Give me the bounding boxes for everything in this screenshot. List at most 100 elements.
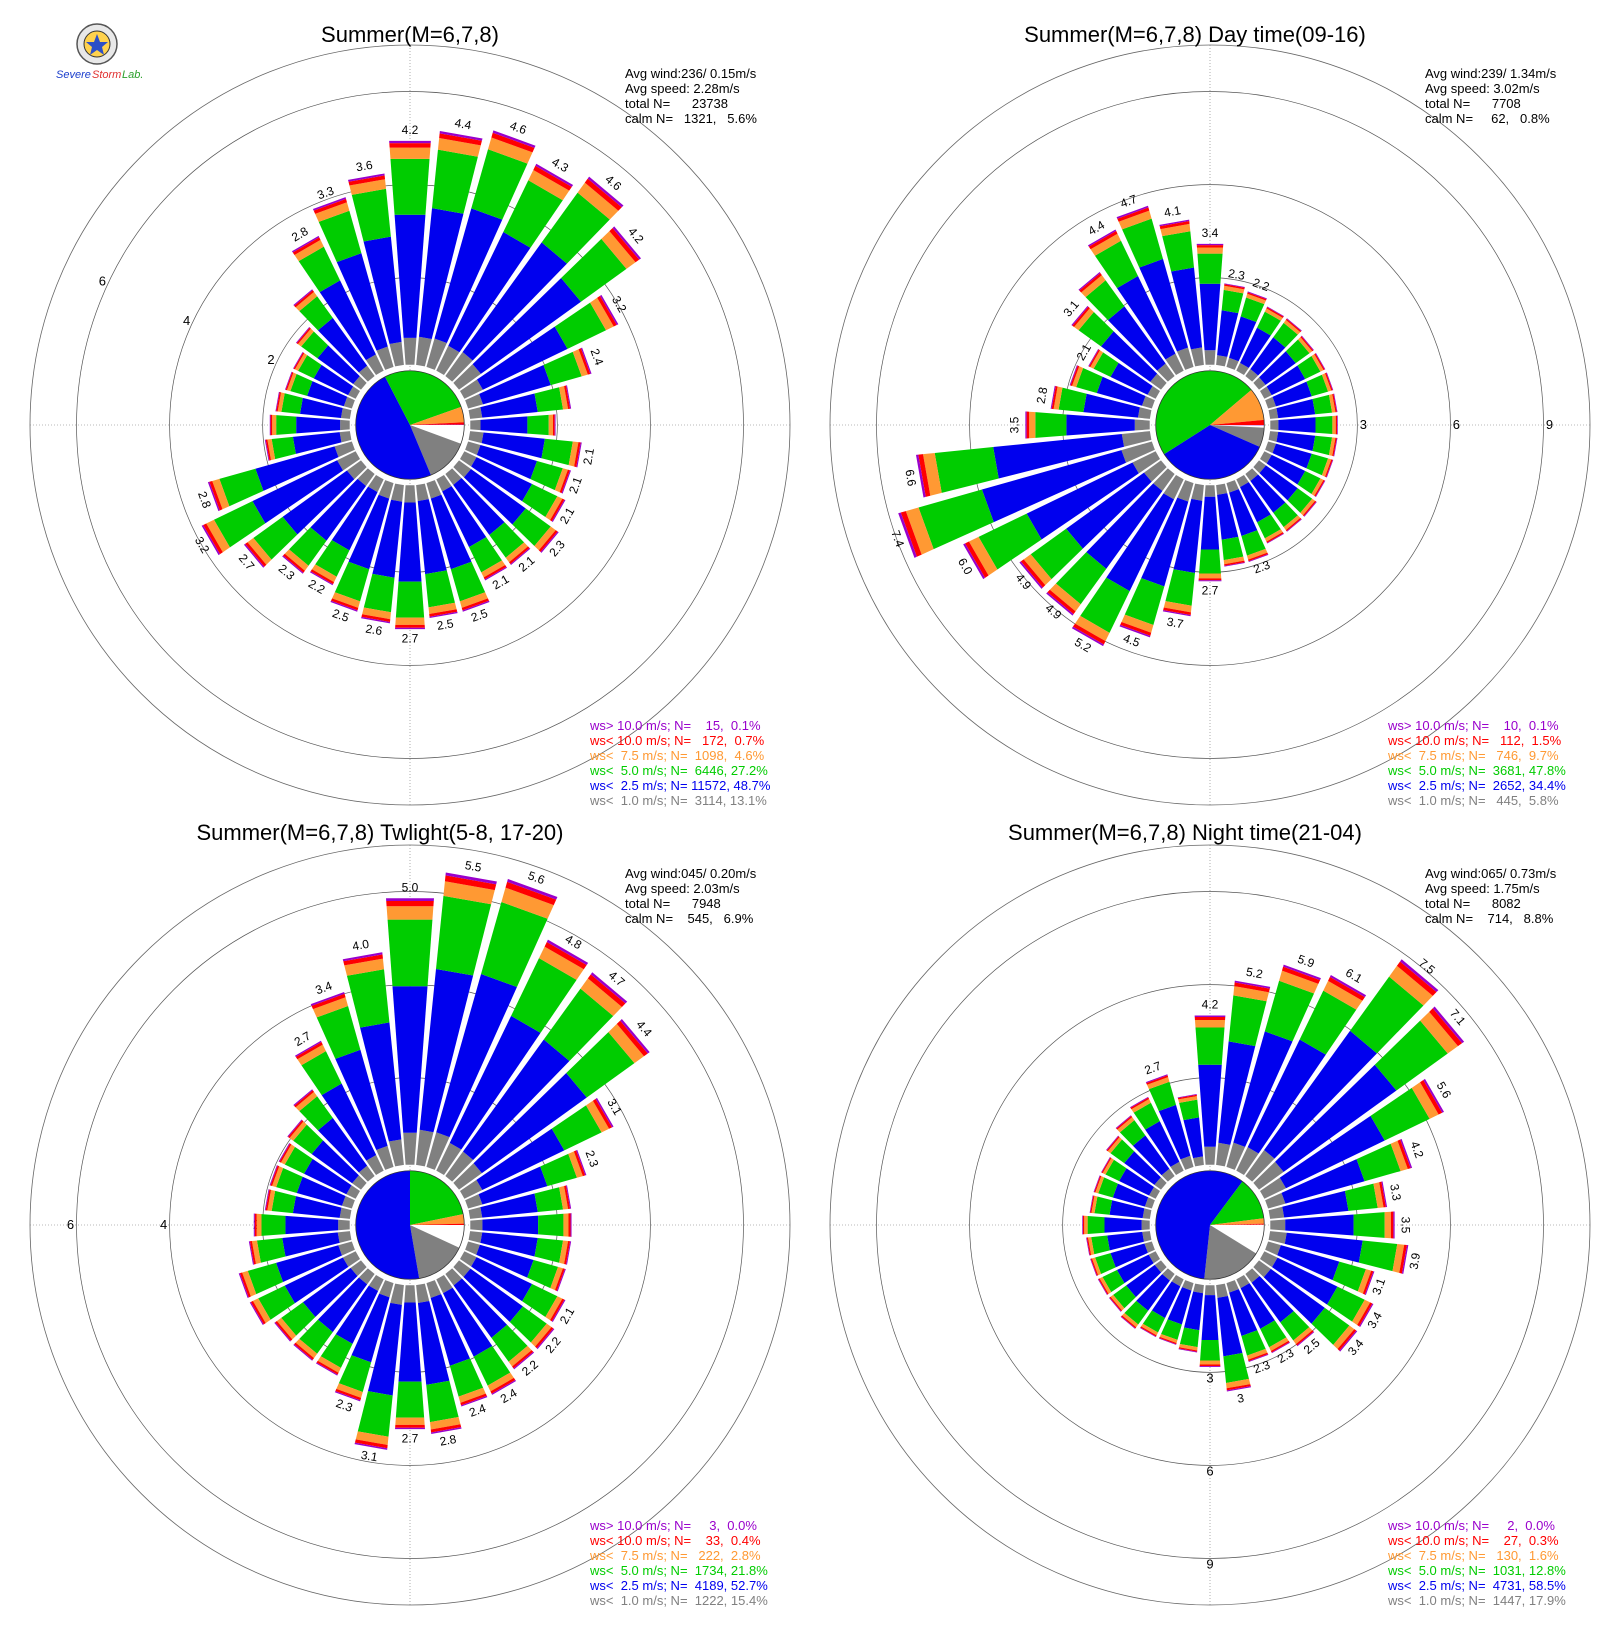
panel-title: Summer(M=6,7,8) xyxy=(321,22,499,47)
rose-bar-segment xyxy=(965,541,989,578)
rose-bar-segment xyxy=(296,327,311,345)
rose-bar-segment xyxy=(548,414,553,436)
rose-bar-segment xyxy=(1359,1303,1374,1328)
rose-bar-segment xyxy=(480,393,538,418)
rose-bar-segment xyxy=(299,1096,333,1131)
rose-bar-segment xyxy=(256,1213,262,1237)
rose-bar-segment xyxy=(358,1165,375,1182)
rose-bar-segment xyxy=(1121,1315,1137,1329)
rose-bar-segment xyxy=(1259,386,1272,399)
rose-bar-segment xyxy=(1315,416,1333,434)
rose-bar-segment xyxy=(1275,1064,1397,1172)
rose-bar-segment xyxy=(1297,337,1313,354)
rose-bar-segment xyxy=(511,958,577,1033)
rose-bar-segment xyxy=(1199,1364,1221,1367)
rose-bar-segment xyxy=(1226,1142,1246,1170)
rose-bar-segment xyxy=(247,537,272,565)
rose-bar-segment xyxy=(287,1119,303,1138)
stats-line: Avg speed: 3.02m/s xyxy=(1425,81,1540,96)
rose-bar-segment xyxy=(1159,1336,1177,1345)
rose-bar-segment xyxy=(1084,1215,1088,1235)
center-pie-slice xyxy=(410,1214,465,1225)
rose-bar-segment xyxy=(251,1240,261,1264)
rose-bar-segment xyxy=(336,253,388,351)
rose-bar-segment xyxy=(254,1213,257,1237)
rose-bar-segment xyxy=(1154,1260,1167,1273)
rose-bar-segment xyxy=(398,502,422,582)
rose-bar-segment xyxy=(465,441,481,456)
rose-bar-segment xyxy=(566,1241,572,1265)
bar-value-label: 3.9 xyxy=(1406,1251,1423,1270)
rose-bar-segment xyxy=(1248,1352,1269,1362)
rose-bar-segment xyxy=(1300,498,1316,516)
rose-bar-segment xyxy=(1270,419,1279,431)
rose-bar-segment xyxy=(535,1327,554,1349)
rose-bar-segment xyxy=(1163,601,1192,613)
rose-bar-segment xyxy=(1216,1283,1228,1298)
rose-bar-segment xyxy=(363,573,395,613)
rose-bar-segment xyxy=(1270,1219,1286,1231)
rose-bar-segment xyxy=(580,978,622,1017)
rose-bar-segment xyxy=(1248,554,1269,562)
rose-bar-segment xyxy=(392,986,428,1133)
rose-bar-segment xyxy=(395,617,425,625)
rose-bar-segment xyxy=(934,447,999,493)
stats-line: Avg wind:045/ 0.20m/s xyxy=(625,866,757,881)
rose-bar-segment xyxy=(437,137,481,157)
rose-bar-segment xyxy=(426,338,447,370)
rose-bar-segment xyxy=(1190,347,1204,367)
rose-bar-segment xyxy=(445,1268,462,1286)
rose-bar-segment xyxy=(1091,1235,1110,1255)
rose-bar-segment xyxy=(512,1350,534,1369)
rose-bar-segment xyxy=(315,540,350,577)
rose-bar-segment xyxy=(550,1266,563,1291)
rose-bar-segment xyxy=(1370,1087,1430,1141)
rose-bar-segment xyxy=(297,1044,326,1066)
rose-bar-segment xyxy=(389,140,431,144)
rose-bar-segment xyxy=(294,1090,315,1108)
rose-bar-segment xyxy=(1233,986,1269,1002)
rose-bar-segment xyxy=(390,1283,404,1305)
rose-bar-segment xyxy=(556,1268,566,1292)
rose-bar-segment xyxy=(1381,1181,1388,1208)
rose-bar-segment xyxy=(388,1139,404,1167)
ring-label: 2 xyxy=(267,352,274,367)
bar-value-label: 7.4 xyxy=(888,528,907,549)
center-pie-slice xyxy=(410,1225,465,1248)
rose-bar-segment xyxy=(469,537,502,573)
rose-bar-segment xyxy=(1200,496,1220,550)
rose-bar-segment xyxy=(1100,331,1158,382)
center-pie-slice xyxy=(1210,1218,1265,1225)
wind-rose-panel: 2465.05.55.64.84.74.43.12.32.12.22.22.42… xyxy=(29,820,791,1608)
rose-bar-segment xyxy=(430,1417,461,1430)
rose-bar-segment xyxy=(1216,483,1228,495)
rose-bar-segment xyxy=(301,1051,342,1096)
rose-bar-segment xyxy=(301,331,329,359)
rose-bar-segment xyxy=(462,1039,570,1161)
rose-bar-segment xyxy=(293,352,305,370)
rose-bar-segment xyxy=(310,569,335,585)
rose-bar-segment xyxy=(1285,517,1302,532)
rose-bar-segment xyxy=(1323,980,1363,1010)
rose-bar-segment xyxy=(1328,976,1365,1001)
rose-bar-segment xyxy=(1312,435,1333,456)
rose-bar-segment xyxy=(1141,1219,1150,1231)
rose-bar-segment xyxy=(289,527,327,566)
rose-bar-segment xyxy=(1268,1206,1285,1219)
bar-value-label: 3.1 xyxy=(1060,297,1082,319)
rose-bar-segment xyxy=(1224,560,1245,566)
rose-bar-segment xyxy=(1136,1274,1170,1311)
legend-entry: ws< 1.0 m/s; N= 445, 5.8% xyxy=(1387,793,1559,808)
rose-bar-segment xyxy=(1142,1310,1165,1333)
rose-bar-segment xyxy=(361,614,391,622)
rose-bar-segment xyxy=(386,906,434,920)
rose-bar-segment xyxy=(294,239,324,262)
rose-bar-segment xyxy=(352,1175,367,1190)
rose-bar-segment xyxy=(543,988,614,1062)
rose-bar-segment xyxy=(1265,396,1276,409)
rose-bar-segment xyxy=(963,543,986,580)
rose-bar-segment xyxy=(462,600,490,612)
rose-bar-segment xyxy=(587,176,624,208)
rose-bar-segment xyxy=(522,484,558,517)
